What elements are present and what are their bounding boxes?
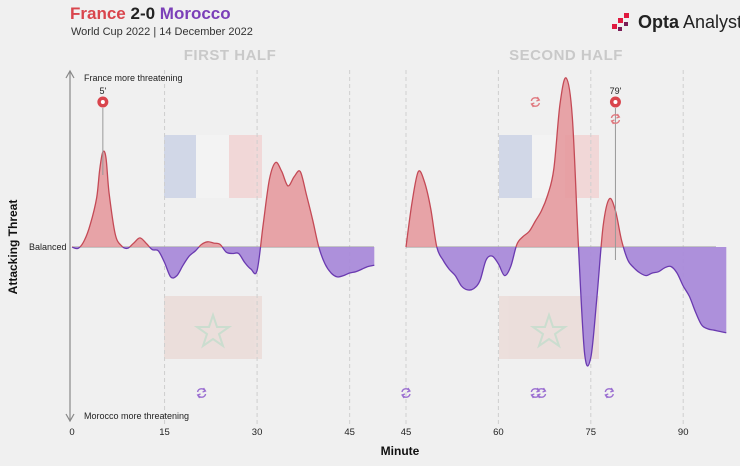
x-tick-labels: 0 15 30 45 45 60 75 90	[69, 427, 688, 438]
y-axis-title: Attacking Threat	[6, 200, 20, 295]
y-axis-arrow	[65, 69, 75, 423]
morocco-line-panel-0	[71, 247, 375, 279]
france-area-panel-0	[72, 151, 375, 247]
x-tick-90: 90	[678, 427, 689, 438]
opta-logo-icon	[612, 12, 629, 31]
sub-icon-morocco-67	[536, 387, 547, 399]
y-mid-label: Balanced	[29, 242, 67, 252]
x-tick-45: 45	[401, 427, 412, 438]
match-events: 5' 79'	[97, 86, 622, 399]
x-tick-30: 30	[252, 427, 263, 438]
france-area-panel-1	[406, 77, 727, 247]
sub-icon-france-79	[610, 113, 621, 125]
match-score: 2-0	[130, 4, 156, 23]
x-tick-45: 45	[344, 427, 355, 438]
opta-analyst-logo: Opta Analyst	[612, 12, 740, 33]
france-line-panel-1	[405, 77, 625, 247]
france-flag-first-half	[164, 135, 262, 198]
first-half-label: FIRST HALF	[184, 47, 277, 64]
x-tick-15: 15	[159, 427, 170, 438]
x-tick-75: 75	[586, 427, 597, 438]
match-title: France 2-0 Morocco	[70, 4, 231, 24]
morocco-line-panel-1	[406, 247, 727, 367]
france-flag-second-half	[499, 135, 599, 198]
x-tick-60: 60	[493, 427, 504, 438]
y-bottom-label: Morocco more threatening	[84, 411, 189, 421]
sub-icon-france-66	[530, 96, 541, 108]
match-subtitle: World Cup 2022 | 14 December 2022	[71, 26, 253, 38]
goal-minute-label-5: 5'	[99, 86, 106, 96]
sub-icon-morocco-78	[604, 387, 615, 399]
y-top-label: France more threatening	[84, 73, 183, 83]
brand-light: Analyst	[679, 12, 740, 32]
x-axis-title: Minute	[381, 444, 420, 458]
away-team: Morocco	[159, 4, 231, 23]
goal-minute-label-79: 79'	[610, 86, 622, 96]
second-half-label: SECOND HALF	[509, 47, 623, 64]
france-line-panel-0	[72, 150, 320, 247]
home-team: France	[70, 4, 126, 23]
sub-icon-morocco-21	[196, 387, 207, 399]
goal-icon-5	[97, 96, 109, 175]
sub-icon-morocco-45	[401, 387, 411, 399]
x-tick-0: 0	[69, 427, 74, 438]
goal-icon-79	[609, 96, 621, 260]
morocco-flag-first-half	[164, 296, 262, 359]
brand-bold: Opta	[638, 12, 680, 32]
morocco-area-panel-1	[406, 247, 727, 367]
momentum-areas	[71, 77, 727, 367]
